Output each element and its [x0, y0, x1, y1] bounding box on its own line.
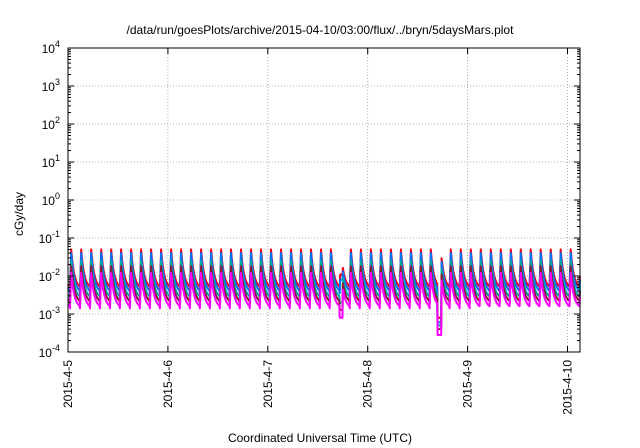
- chart-title: /data/run/goesPlots/archive/2015-04-10/0…: [126, 23, 514, 37]
- y-tick-label: 104: [42, 39, 60, 56]
- x-tick-label: 2015-4-10: [561, 360, 575, 415]
- y-tick-label: 10-3: [39, 305, 60, 322]
- y-axis-label: cGy/day: [12, 192, 26, 237]
- y-tick-label: 10-1: [39, 229, 60, 246]
- y-tick-label: 100: [42, 191, 60, 208]
- x-tick-label: 2015-4-5: [61, 360, 75, 408]
- y-tick-label: 10-2: [39, 267, 60, 284]
- y-tick-label: 102: [42, 115, 60, 132]
- grid-lines: [68, 48, 580, 352]
- y-tick-label: 103: [42, 77, 60, 94]
- x-tick-label: 2015-4-7: [261, 360, 275, 408]
- x-axis-label: Coordinated Universal Time (UTC): [227, 431, 413, 445]
- x-tick-label: 2015-4-8: [361, 360, 375, 408]
- y-tick-label: 101: [42, 153, 60, 170]
- y-tick-label: 10-4: [39, 343, 60, 360]
- data-series-line: [67, 272, 581, 336]
- y-ticks: 10-4 10-3 10-2 10-1 100 101 102 103 104: [39, 39, 580, 360]
- x-tick-label: 2015-4-9: [461, 360, 475, 408]
- series-layer: [67, 248, 581, 336]
- x-tick-label: 2015-4-6: [161, 360, 175, 408]
- x-ticks: 2015-4-5 2015-4-6 2015-4-7 2015-4-8 2015-4-9…: [61, 48, 575, 415]
